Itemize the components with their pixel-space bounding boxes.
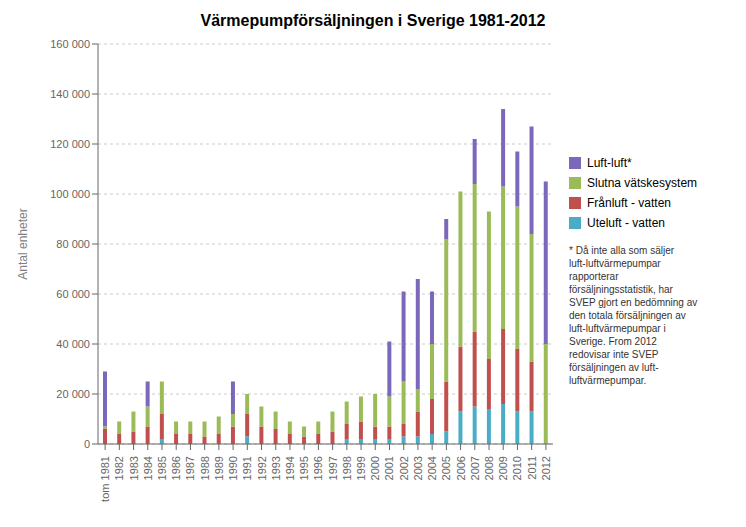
svg-text:1993: 1993 [270, 456, 282, 480]
svg-text:1982: 1982 [113, 456, 125, 480]
svg-text:1989: 1989 [213, 456, 225, 480]
svg-text:20 000: 20 000 [56, 388, 90, 400]
svg-text:0: 0 [84, 438, 90, 450]
svg-text:1987: 1987 [184, 456, 196, 480]
html-text:Frånluft - vatten: Frånluft - vatten [587, 196, 671, 210]
svg-text:tom 1981: tom 1981 [99, 456, 111, 502]
svg-text:Antal enheter: Antal enheter [16, 208, 30, 279]
svg-text:1998: 1998 [341, 456, 353, 480]
svg-text:140 000: 140 000 [50, 88, 90, 100]
svg-text:2011: 2011 [526, 456, 538, 480]
svg-text:1986: 1986 [170, 456, 182, 480]
svg-text:2007: 2007 [469, 456, 481, 480]
svg-text:60 000: 60 000 [56, 288, 90, 300]
html-text:Uteluft - vatten: Uteluft - vatten [587, 216, 665, 230]
svg-text:1983: 1983 [128, 456, 140, 480]
svg-text:2009: 2009 [497, 456, 509, 480]
svg-text:1985: 1985 [156, 456, 168, 480]
svg-text:2006: 2006 [455, 456, 467, 480]
svg-text:2012: 2012 [540, 456, 552, 480]
svg-text:1995: 1995 [298, 456, 310, 480]
svg-text:2002: 2002 [398, 456, 410, 480]
svg-text:1990: 1990 [227, 456, 239, 480]
svg-text:2003: 2003 [412, 456, 424, 480]
svg-text:2001: 2001 [383, 456, 395, 480]
svg-text:1999: 1999 [355, 456, 367, 480]
html-text:Luft-luft*: Luft-luft* [587, 156, 632, 170]
svg-text:2005: 2005 [440, 456, 452, 480]
svg-text:2010: 2010 [511, 456, 523, 480]
html-text:Slutna vätskesystem: Slutna vätskesystem [587, 176, 697, 190]
svg-text:1997: 1997 [327, 456, 339, 480]
svg-text:100 000: 100 000 [50, 188, 90, 200]
svg-text:120 000: 120 000 [50, 138, 90, 150]
svg-text:2004: 2004 [426, 456, 438, 480]
html-text:* Då inte alla som säljer luft: * Då inte alla som säljer luft-luftvärme… [569, 245, 698, 386]
svg-text:2000: 2000 [369, 456, 381, 480]
svg-text:1994: 1994 [284, 456, 296, 480]
svg-text:40 000: 40 000 [56, 338, 90, 350]
svg-text:1996: 1996 [312, 456, 324, 480]
svg-text:1991: 1991 [241, 456, 253, 480]
svg-text:1992: 1992 [256, 456, 268, 480]
html-text:Värmepumpförsäljningen i Sveri: Värmepumpförsäljningen i Sverige 1981-20… [200, 12, 546, 29]
svg-text:160 000: 160 000 [50, 38, 90, 50]
svg-text:1988: 1988 [199, 456, 211, 480]
svg-text:1984: 1984 [142, 456, 154, 480]
svg-text:80 000: 80 000 [56, 238, 90, 250]
svg-text:2008: 2008 [483, 456, 495, 480]
